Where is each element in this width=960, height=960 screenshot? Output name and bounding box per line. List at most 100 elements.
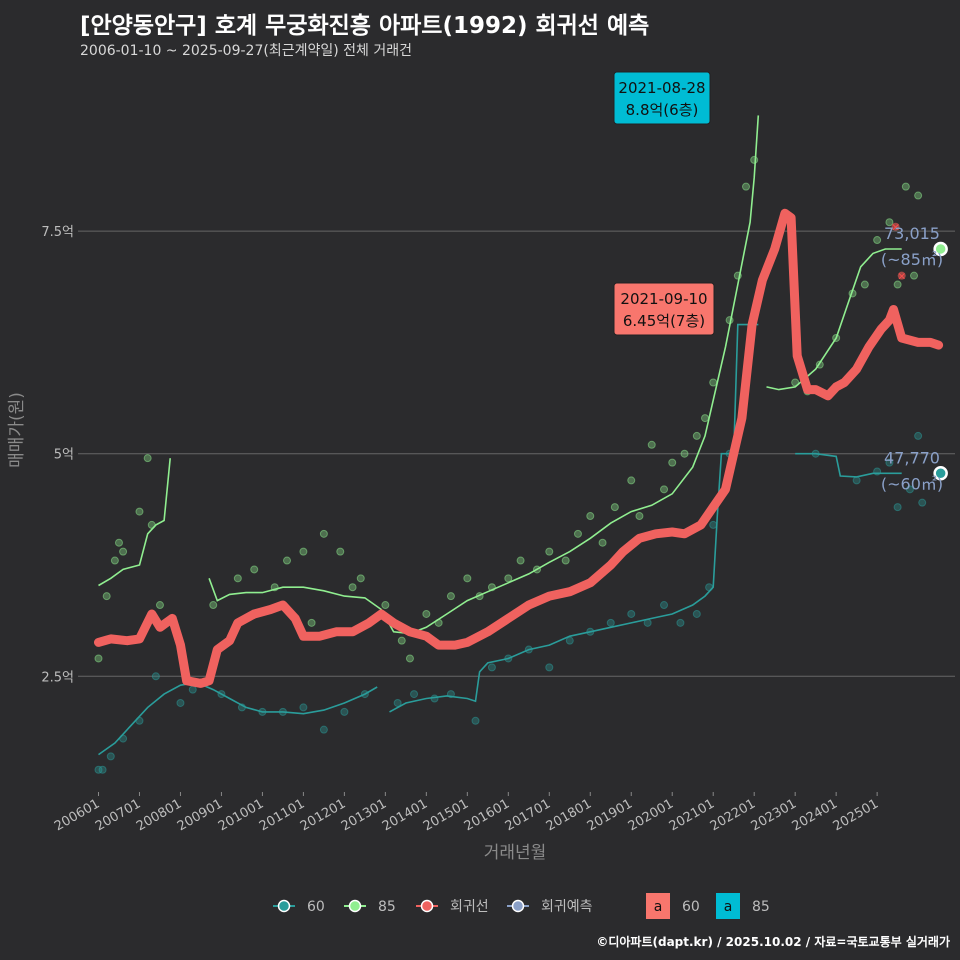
scatter-point-85	[668, 458, 677, 467]
scatter-point-60	[709, 520, 718, 529]
legend-label: 회귀예측	[541, 899, 593, 915]
x-tick-label: 201201	[298, 796, 348, 834]
scatter-point-85	[135, 507, 144, 516]
scatter-point-60	[914, 431, 923, 440]
outlier-point	[891, 222, 900, 231]
outlier-point	[897, 271, 906, 280]
scatter-point-85	[885, 218, 894, 227]
scatter-point-85	[910, 271, 919, 280]
annotation-price: 8.8억(6층)	[626, 101, 699, 119]
scatter-point-60	[676, 618, 685, 627]
regression-line	[94, 208, 944, 688]
scatter-point-85	[660, 485, 669, 494]
scatter-point-85	[893, 280, 902, 289]
scatter-point-85	[901, 182, 910, 191]
scatter-point-60	[176, 698, 185, 707]
scatter-point-85	[405, 654, 414, 663]
y-axis-title: 매매가(원)	[7, 392, 27, 468]
legend-key-label: 60	[682, 899, 700, 915]
scatter-point-85	[860, 280, 869, 289]
scatter-point-85	[336, 547, 345, 556]
x-tick-label: 201101	[257, 796, 307, 834]
x-tick-label: 201601	[462, 796, 512, 834]
scatter-point-60	[340, 707, 349, 716]
x-tick-label: 202001	[626, 796, 676, 834]
scatter-point-60	[606, 618, 615, 627]
outlier-mark: ×	[891, 221, 900, 234]
legend-label: 60	[307, 899, 325, 915]
scatter-point-60	[319, 725, 328, 734]
scatter-point-85	[209, 601, 218, 610]
x-axis-ticks: 2006012007012008012009012010012011012012…	[52, 792, 881, 834]
scatter-point-85	[692, 431, 701, 440]
scatter-point-60	[98, 765, 107, 774]
chart-title: [안양동안구] 호계 무궁화진흥 아파트(1992) 회귀선 예측	[80, 13, 650, 39]
scatter-point-85	[504, 574, 513, 583]
legend-key-swatch	[716, 893, 740, 919]
scatter-point-85	[233, 574, 242, 583]
x-tick-label: 201401	[380, 796, 430, 834]
scatter-point-60	[487, 663, 496, 672]
scatter-point-60	[545, 663, 554, 672]
annotation-date: 2021-09-10	[620, 290, 707, 308]
annotation-box	[613, 282, 715, 336]
scatter-point-85	[516, 556, 525, 565]
scatter-point-85	[545, 547, 554, 556]
x-tick-label: 202401	[790, 796, 840, 834]
scatter-point-85	[283, 556, 292, 565]
series-line-85	[208, 115, 760, 635]
x-axis-title: 거래년월	[484, 843, 547, 863]
scatter-point-60	[151, 672, 160, 681]
scatter-point-85	[250, 565, 259, 574]
scatter-point-60	[410, 690, 419, 699]
x-tick-label: 202301	[749, 796, 799, 834]
y-axis-ticks: 2.5억 5억 7.5억	[41, 225, 74, 685]
scatter-point-85	[627, 476, 636, 485]
scatter-point-60	[852, 476, 861, 485]
scatter-point-85	[319, 529, 328, 538]
annotations: × × 2021-08-28 8.8억(6층) 2021-09-10 6.45억(7층) 7…	[613, 71, 948, 493]
forecast-value: 47,770	[884, 448, 940, 467]
scatter-point-85	[155, 601, 164, 610]
scatter-point-85	[397, 636, 406, 645]
x-tick-label: 200701	[93, 796, 143, 834]
legend-marker	[348, 899, 362, 913]
annotation-date: 2021-08-28	[618, 79, 705, 97]
legend-key-letter: a	[724, 899, 733, 915]
scatter-point-60	[627, 609, 636, 618]
legend: 60 85 회귀선 회귀예측 a 60 a 85	[273, 893, 770, 919]
x-tick-label: 202101	[667, 796, 717, 834]
x-tick-label: 201501	[421, 796, 471, 834]
scatter-point-85	[750, 155, 759, 164]
scatter-point-60	[565, 636, 574, 645]
series-line-85	[98, 458, 171, 587]
forecast-point	[933, 241, 948, 257]
scatter-point-85	[635, 512, 644, 521]
forecast-area: (~60㎡)	[881, 474, 943, 493]
scatter-point-60	[393, 698, 402, 707]
annotation-box	[613, 71, 711, 125]
scatter-point-85	[573, 529, 582, 538]
scatter-point-85	[114, 538, 123, 547]
scatter-point-85	[647, 440, 656, 449]
y-tick-label: 2.5억	[41, 670, 74, 685]
scatter-point-85	[598, 538, 607, 547]
scatter-point-60	[692, 609, 701, 618]
annotation-price: 6.45억(7층)	[623, 312, 705, 330]
forecast-value: 73,015	[884, 224, 940, 243]
legend-marker	[511, 899, 525, 913]
forecast-area: (~85㎡)	[881, 250, 943, 269]
scatter-point-60	[905, 485, 914, 494]
series-line-60	[98, 681, 378, 756]
scatter-point-85	[299, 547, 308, 556]
scatter-point-85	[307, 618, 316, 627]
scatter-point-60	[885, 458, 894, 467]
scatter-point-85	[709, 378, 718, 387]
scatter-point-85	[610, 503, 619, 512]
outlier-mark: ×	[897, 270, 906, 283]
scatter-point-85	[119, 547, 128, 556]
scatter-point-85	[381, 601, 390, 610]
x-tick-label: 200801	[134, 796, 184, 834]
scatter-point-85	[446, 592, 455, 601]
